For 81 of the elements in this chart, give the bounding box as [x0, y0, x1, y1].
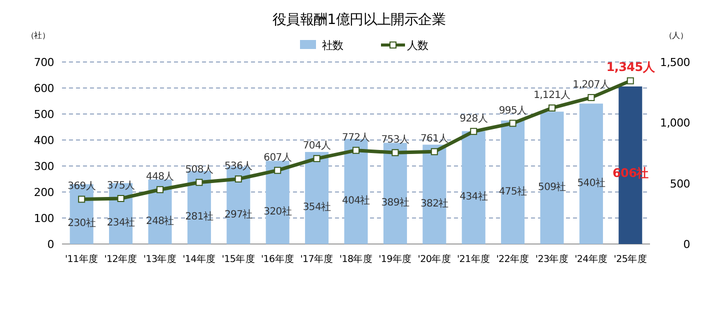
- y-tick-label: 200: [34, 186, 54, 199]
- legend-label: 人数: [407, 39, 429, 52]
- chart-title: 役員報酬1億円以上開示企業: [272, 12, 446, 28]
- bar: [422, 144, 446, 244]
- data-label: 434社: [460, 190, 488, 203]
- data-label: 475社: [498, 185, 528, 198]
- data-label: 995人: [498, 105, 528, 116]
- point: [117, 195, 124, 202]
- data-label: 509社: [538, 180, 566, 193]
- point: [313, 155, 320, 162]
- y-tick-label: 100: [34, 212, 54, 225]
- bar: [501, 120, 525, 244]
- data-label: 234社: [106, 216, 136, 229]
- x-tick-label: '21年度: [457, 253, 490, 265]
- data-label: 369人: [68, 181, 96, 192]
- y-tick-label: 500: [34, 108, 54, 121]
- bar: [540, 112, 564, 244]
- data-label: 1,121人: [534, 90, 571, 101]
- x-tick-label: '18年度: [339, 253, 373, 265]
- data-label: 320社: [264, 205, 292, 218]
- x-tick-label: '15年度: [222, 253, 256, 265]
- point: [78, 196, 86, 203]
- y2-tick-label: 500: [670, 177, 690, 190]
- y2-tick-label: 1,000: [660, 116, 690, 130]
- point: [196, 178, 203, 186]
- y2-tick-label: 1,500: [660, 56, 690, 69]
- x-tick-label: '17年度: [300, 253, 334, 265]
- bar: [148, 180, 172, 244]
- data-label: 536人: [224, 160, 253, 172]
- data-label: 354社: [302, 200, 332, 213]
- y-axis-title: （社）: [26, 31, 50, 40]
- data-label: 248社: [146, 214, 174, 227]
- legend-label: 社数: [322, 39, 344, 52]
- data-label: 704人: [302, 140, 332, 152]
- data-label: 540社: [577, 176, 606, 189]
- data-label: 508人: [185, 164, 214, 176]
- x-tick-label: '22年度: [496, 253, 530, 265]
- data-label: 607人: [264, 152, 292, 164]
- data-label: 375人: [106, 180, 136, 192]
- x-tick-label: '23年度: [535, 253, 569, 265]
- y-tick-label: 700: [34, 56, 54, 69]
- x-tick-label: '25年度: [614, 253, 648, 265]
- data-label: 389社: [381, 196, 410, 208]
- point: [548, 104, 556, 112]
- data-label: 281社: [185, 210, 214, 222]
- bar: [305, 152, 329, 244]
- data-label: 382社: [420, 197, 449, 210]
- y-tick-label: 400: [34, 134, 54, 147]
- y-tick-label: 300: [34, 160, 54, 173]
- x-tick-label: '14年度: [182, 253, 216, 265]
- data-label: 1,207人: [572, 80, 610, 91]
- point: [470, 128, 478, 135]
- point: [156, 186, 164, 194]
- x-tick-label: '16年度: [261, 253, 294, 265]
- data-label: 761人: [420, 134, 449, 145]
- x-tick-label: '13年度: [143, 253, 177, 265]
- x-tick-label: '24年度: [574, 253, 608, 265]
- y2-axis-title: （人）: [664, 31, 688, 40]
- point: [430, 148, 438, 156]
- point: [392, 149, 399, 156]
- point: [352, 146, 360, 154]
- data-label: 448人: [146, 172, 174, 183]
- y2-tick-label: 0: [683, 238, 690, 251]
- data-label: 753人: [381, 134, 410, 146]
- point: [588, 94, 595, 102]
- x-tick-label: '12年度: [104, 253, 138, 265]
- y-tick-label: 0: [47, 238, 54, 251]
- point: [626, 77, 634, 84]
- x-tick-label: '19年度: [378, 253, 412, 265]
- data-label: 928人: [460, 113, 488, 124]
- y-tick-label: 600: [34, 82, 54, 95]
- data-label: 297社: [224, 208, 253, 220]
- data-label: 1,345人: [606, 60, 656, 74]
- point: [509, 120, 516, 127]
- x-tick-label: '11年度: [65, 253, 98, 265]
- x-tick-label: '20年度: [418, 253, 452, 265]
- data-label: 404社: [342, 194, 370, 206]
- point: [234, 175, 242, 182]
- point: [274, 166, 282, 174]
- data-label: 772人: [342, 132, 370, 144]
- data-label: 230社: [68, 217, 96, 230]
